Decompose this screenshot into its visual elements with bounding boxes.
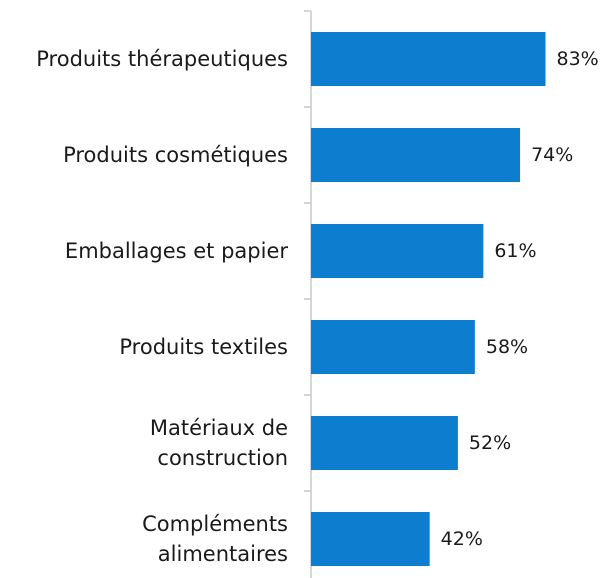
bar [311, 128, 521, 182]
bar-value-label: 61% [494, 240, 536, 262]
category-label-line: alimentaires [158, 542, 288, 566]
bar-value-label: 74% [531, 144, 573, 166]
category-label-line: Emballages et papier [65, 239, 288, 263]
bar [311, 512, 430, 566]
category-label: Produits textiles [119, 335, 288, 359]
bar-value-label: 52% [469, 432, 511, 454]
category-label-line: Produits cosmétiques [63, 143, 288, 167]
category-label-line: construction [157, 446, 288, 470]
bar [311, 320, 475, 374]
category-label: Compléments alimentaires [142, 512, 288, 566]
category-label: Emballages et papier [65, 239, 288, 263]
bar [311, 224, 484, 278]
category-label: Matériaux de construction [150, 416, 288, 470]
category-label: Produits thérapeutiques [36, 47, 288, 71]
category-label-line: Matériaux de [150, 416, 288, 440]
bar-value-label: 58% [486, 336, 528, 358]
category-label: Produits cosmétiques [63, 143, 288, 167]
bar-value-label: 83% [557, 48, 599, 70]
category-labels: Produits thérapeutiques Produits cosmétiq… [36, 47, 288, 566]
value-labels: 83% 74% 61% 58% 52% 42% [441, 48, 599, 550]
category-label-line: Produits thérapeutiques [36, 47, 288, 71]
bar [311, 416, 458, 470]
axis-ticks [304, 10, 311, 492]
category-label-line: Compléments [142, 512, 288, 536]
bar-value-label: 42% [441, 528, 483, 550]
category-label-line: Produits textiles [119, 335, 288, 359]
bar [311, 32, 546, 86]
bars [311, 32, 546, 566]
